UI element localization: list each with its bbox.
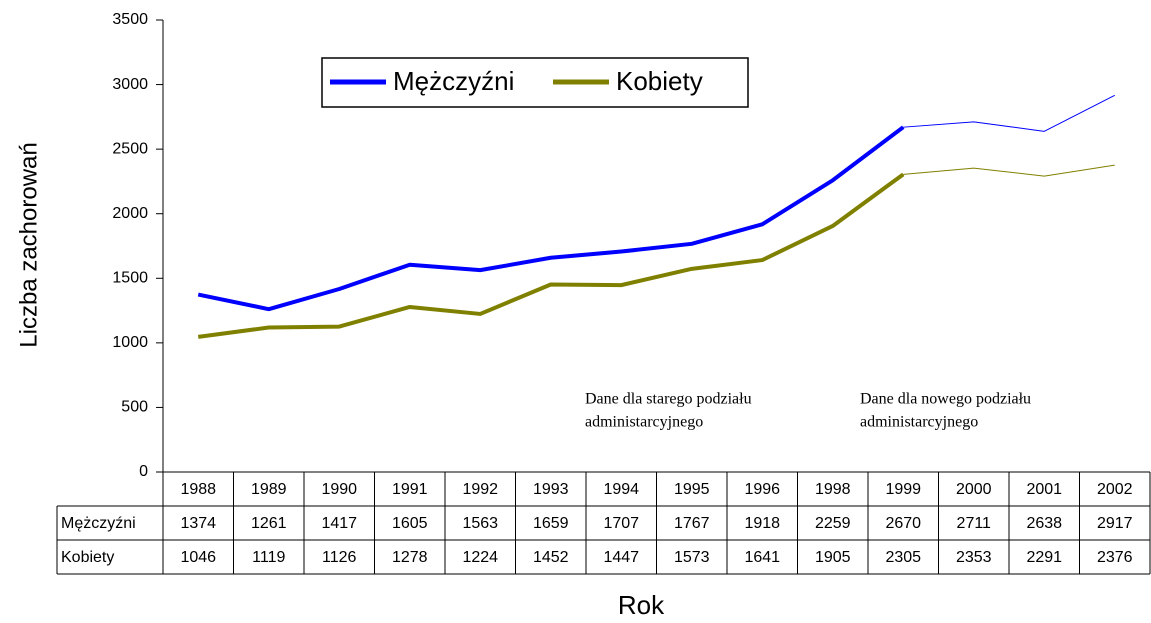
x-tick-label: 1990 (321, 481, 357, 498)
table-cell: 2259 (815, 515, 851, 532)
y-tick-label: 1000 (112, 334, 148, 351)
x-tick-label: 1991 (392, 481, 428, 498)
table-cell: 1126 (322, 549, 357, 566)
table-cell: 2353 (956, 549, 992, 566)
table-cell: 1573 (674, 549, 710, 566)
table-cell: 1224 (462, 549, 498, 566)
table-row-label: Mężczyźni (61, 515, 136, 532)
table-cell: 1767 (674, 515, 710, 532)
series-line (903, 164, 1115, 177)
x-tick-label: 1988 (180, 481, 216, 498)
table-cell: 1261 (251, 515, 287, 532)
x-tick-label: 2002 (1097, 481, 1133, 498)
x-tick-label: 2001 (1026, 481, 1062, 498)
table-cell: 1119 (252, 549, 285, 566)
y-tick-label: 1500 (112, 270, 148, 287)
x-tick-label: 1989 (251, 481, 287, 498)
table-cell: 1046 (180, 549, 216, 566)
series-line (903, 94, 1115, 132)
table-cell: 1707 (603, 515, 639, 532)
table-row-label: Kobiety (61, 549, 114, 566)
table-cell: 2670 (885, 515, 921, 532)
table-cell: 1374 (180, 515, 216, 532)
annotation: administarcyjnego (860, 414, 978, 431)
x-tick-label: 2000 (956, 481, 992, 498)
x-tick-label: 1995 (674, 481, 710, 498)
table-cell: 1417 (321, 515, 357, 532)
table-cell: 1278 (392, 549, 428, 566)
x-tick-label: 1998 (815, 481, 851, 498)
table-cell: 2376 (1097, 549, 1133, 566)
y-tick-label: 2500 (112, 140, 148, 157)
x-tick-label: 1992 (462, 481, 498, 498)
y-axis-label: Liczba zachorowań (15, 142, 42, 347)
table-cell: 1659 (533, 515, 569, 532)
table-cell: 2638 (1026, 515, 1062, 532)
y-tick-label: 3000 (112, 76, 148, 93)
legend-label: Mężczyźni (393, 66, 514, 96)
table-cell: 2711 (957, 515, 992, 532)
table-cell: 1447 (603, 549, 639, 566)
series-line (197, 172, 905, 339)
x-tick-label: 1996 (744, 481, 780, 498)
x-tick-label: 1993 (533, 481, 569, 498)
table-cell: 2291 (1026, 549, 1062, 566)
x-axis-label: Rok (618, 590, 665, 620)
table-cell: 1563 (462, 515, 498, 532)
series-line (197, 125, 905, 312)
table-cell: 1605 (392, 515, 428, 532)
y-tick-label: 3500 (112, 11, 148, 28)
legend-label: Kobiety (616, 66, 703, 96)
x-tick-label: 1994 (603, 481, 639, 498)
table-cell: 2305 (885, 549, 921, 566)
y-tick-label: 500 (121, 399, 148, 416)
table-cell: 1641 (744, 549, 780, 566)
table-cell: 1452 (533, 549, 569, 566)
table-cell: 1918 (744, 515, 780, 532)
annotation: administarcyjnego (585, 414, 703, 431)
annotation: Dane dla starego podziału (585, 391, 752, 408)
y-tick-label: 0 (139, 463, 148, 480)
y-tick-label: 2000 (112, 205, 148, 222)
annotation: Dane dla nowego podziału (860, 391, 1031, 408)
x-tick-label: 1999 (885, 481, 921, 498)
table-cell: 1905 (815, 549, 851, 566)
legend-box (321, 57, 749, 108)
table-cell: 2917 (1097, 515, 1133, 532)
